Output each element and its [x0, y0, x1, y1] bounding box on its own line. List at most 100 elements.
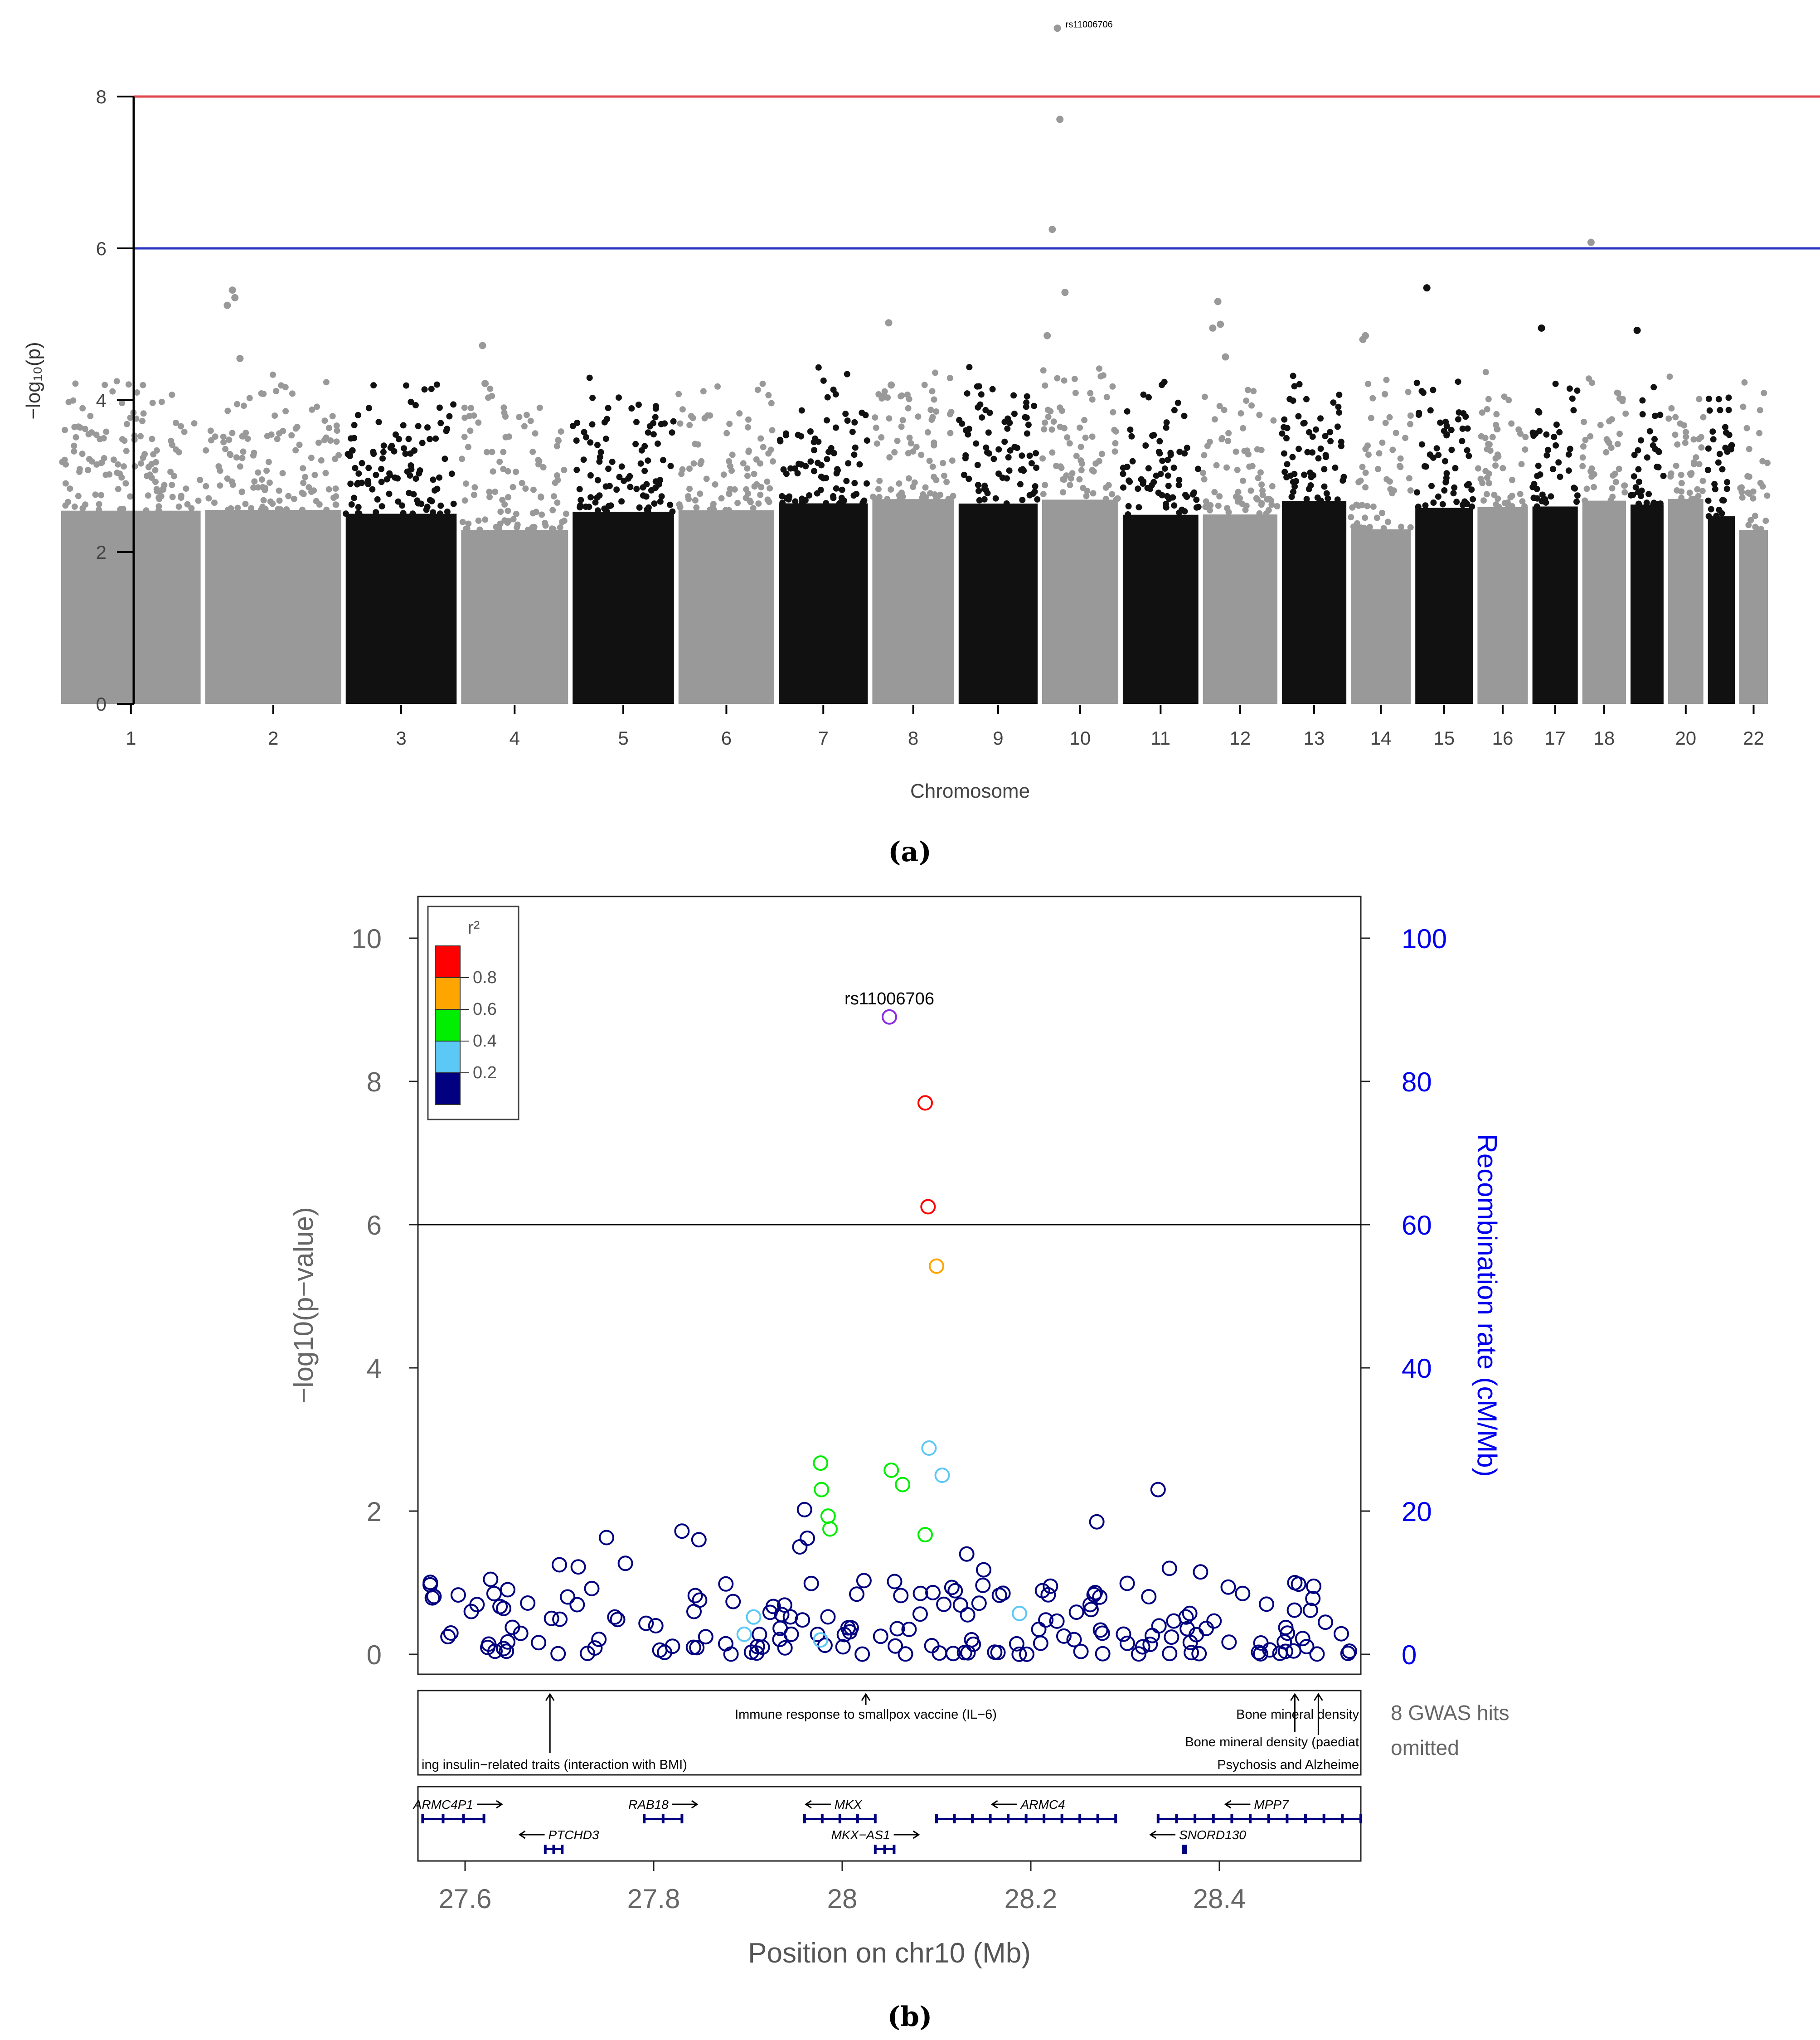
- strand-arrowhead: [990, 1800, 998, 1809]
- snp-point: [850, 492, 857, 499]
- snp-point: [406, 489, 413, 496]
- chromosome-21-dense-points: [1708, 516, 1735, 704]
- snp-point: [448, 470, 455, 477]
- snp-point: [1327, 429, 1334, 436]
- snp-point: [1621, 482, 1628, 489]
- snp-point: [1215, 502, 1222, 509]
- snp-point: [279, 470, 286, 477]
- snp-point: [224, 407, 231, 414]
- gene-exon: [1024, 1814, 1028, 1823]
- snp-point: [589, 394, 596, 401]
- snp-point: [1068, 475, 1074, 482]
- snp-point: [754, 387, 761, 393]
- snp-point: [1078, 467, 1085, 474]
- snp-point: [1048, 426, 1055, 433]
- gene-exon: [820, 1814, 824, 1823]
- snp-point: [915, 413, 922, 420]
- snp-point: [1202, 504, 1209, 510]
- snp-point: [450, 401, 457, 408]
- snp-point: [976, 497, 983, 504]
- snp-point: [1207, 507, 1213, 514]
- snp-point: [1213, 462, 1220, 469]
- snp-point: [1407, 524, 1414, 531]
- snp-point: [1216, 493, 1223, 500]
- ld-point: [1019, 1646, 1034, 1662]
- snp-point: [1638, 437, 1644, 444]
- snp-point: [1699, 488, 1706, 494]
- snp-point: [1695, 436, 1702, 442]
- peak-snp-point: [479, 342, 486, 349]
- snp-point: [798, 407, 805, 414]
- gene-exon: [1043, 1814, 1046, 1823]
- snp-point: [1069, 470, 1076, 477]
- snp-point: [226, 436, 233, 443]
- snp-point: [259, 504, 266, 510]
- snp-point: [237, 463, 243, 470]
- peak-snp-point: [1362, 332, 1369, 339]
- legend-label: 0.8: [473, 968, 497, 987]
- peak-snp-point: [1222, 353, 1229, 361]
- snp-point: [1098, 451, 1105, 457]
- right-y-tick-label: 100: [1402, 924, 1447, 954]
- snp-point: [1376, 450, 1383, 457]
- snp-point: [811, 468, 817, 475]
- snp-point: [1591, 484, 1597, 490]
- snp-point: [255, 484, 262, 491]
- snp-point: [1696, 461, 1703, 468]
- snp-point: [272, 412, 278, 419]
- snp-point: [616, 394, 622, 401]
- chromosome-15-dense-points: [1415, 508, 1473, 704]
- snp-point: [1589, 379, 1596, 386]
- snp-point: [751, 470, 757, 477]
- snp-point: [757, 435, 764, 442]
- snp-point: [811, 447, 818, 454]
- snp-point: [554, 499, 561, 506]
- snp-point: [1023, 414, 1030, 421]
- ld-point: [945, 1646, 961, 1662]
- ld-point: [1235, 1585, 1251, 1601]
- ld-point: [1142, 1637, 1158, 1652]
- snp-point: [573, 466, 580, 473]
- snp-point: [1614, 441, 1621, 447]
- snp-point: [1165, 483, 1172, 489]
- snp-point: [1238, 410, 1244, 417]
- snp-point: [832, 391, 839, 397]
- snp-point: [580, 456, 587, 463]
- snp-point: [1362, 470, 1369, 476]
- snp-point: [1256, 510, 1263, 517]
- snp-point: [1553, 422, 1560, 428]
- manhattan-y-ticks: 0 2 4 6 8: [96, 86, 134, 715]
- snp-point: [311, 487, 317, 494]
- snp-point: [1565, 467, 1572, 474]
- snp-point: [1295, 413, 1302, 420]
- gene-exon: [643, 1814, 646, 1823]
- snp-point: [720, 471, 727, 478]
- snp-point: [1334, 423, 1341, 430]
- snp-point: [1606, 418, 1613, 425]
- snp-point: [780, 466, 787, 473]
- snp-point: [1643, 499, 1650, 506]
- gene-exon: [883, 1845, 886, 1854]
- ld-point: [971, 1595, 987, 1611]
- snp-point: [1441, 487, 1448, 494]
- snp-point: [318, 457, 325, 464]
- snp-point: [1706, 407, 1713, 414]
- ld-point: [873, 1628, 888, 1644]
- snp-point: [726, 458, 732, 465]
- ld-point: [889, 1621, 905, 1637]
- chromosome-4-dense-points: [461, 530, 568, 704]
- snp-point: [653, 403, 659, 410]
- snp-point: [365, 481, 372, 487]
- ld-point: [956, 1645, 972, 1661]
- snp-point: [1406, 475, 1412, 482]
- snp-point: [1291, 383, 1298, 390]
- snp-point: [933, 477, 940, 483]
- snp-point: [977, 401, 984, 408]
- snp-point: [864, 437, 870, 444]
- snp-point: [492, 489, 498, 495]
- snp-point: [175, 503, 182, 510]
- snp-point: [355, 470, 362, 477]
- snp-point: [918, 451, 925, 458]
- snp-point: [1317, 415, 1324, 422]
- gene-exon: [1230, 1814, 1233, 1823]
